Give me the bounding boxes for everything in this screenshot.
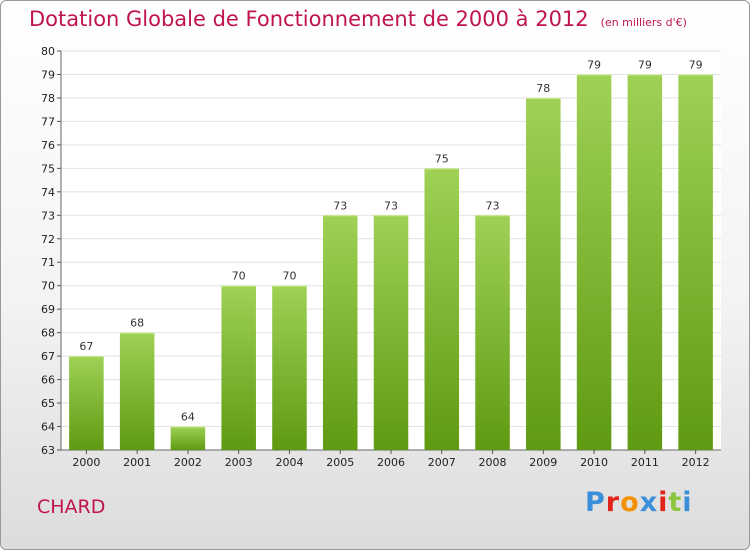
y-tick-label: 74: [41, 186, 55, 199]
bar: [221, 285, 256, 450]
y-tick-label: 66: [41, 374, 55, 387]
data-label: 79: [638, 58, 652, 71]
data-label: 67: [79, 340, 93, 353]
y-tick-label: 65: [41, 397, 55, 410]
place-name: CHARD: [37, 496, 106, 518]
x-tick-label: 2002: [174, 456, 202, 469]
bar: [69, 356, 104, 450]
x-tick-label: 2011: [631, 456, 659, 469]
y-tick-label: 79: [41, 68, 55, 81]
proxiti-logo: Proxiti: [585, 487, 693, 518]
bar: [373, 215, 409, 450]
y-tick-label: 67: [41, 350, 55, 363]
bar: [119, 332, 155, 450]
y-tick-label: 75: [41, 162, 55, 175]
data-label: 64: [181, 411, 195, 424]
x-tick-label: 2007: [428, 456, 456, 469]
x-tick-label: 2012: [682, 456, 710, 469]
logo-letter: t: [668, 487, 683, 518]
data-label: 70: [232, 270, 246, 283]
logo-letter: x: [639, 487, 659, 518]
bar: [526, 97, 561, 451]
data-label: 73: [384, 199, 398, 212]
data-label: 73: [486, 199, 500, 212]
y-tick-label: 72: [41, 233, 55, 246]
data-label: 68: [130, 317, 144, 330]
data-label: 79: [587, 58, 601, 71]
logo-letter: o: [620, 487, 640, 518]
x-tick-label: 2003: [225, 456, 253, 469]
x-tick-label: 2001: [123, 456, 151, 469]
x-tick-label: 2000: [72, 456, 100, 469]
chart-title: Dotation Globale de Fonctionnement de 20…: [29, 7, 687, 31]
data-label: 73: [333, 199, 347, 212]
x-tick-label: 2006: [377, 456, 405, 469]
x-tick-label: 2008: [479, 456, 507, 469]
y-tick-label: 77: [41, 115, 55, 128]
x-tick-label: 2004: [275, 456, 303, 469]
x-tick-label: 2009: [529, 456, 557, 469]
logo-letter: i: [658, 487, 669, 518]
y-tick-label: 69: [41, 303, 55, 316]
y-tick-label: 64: [41, 421, 55, 434]
bar: [576, 74, 612, 451]
bar: [322, 215, 358, 450]
bar: [272, 285, 307, 450]
x-tick-label: 2010: [580, 456, 608, 469]
y-tick-label: 68: [41, 327, 55, 340]
logo-letter: r: [605, 487, 621, 518]
y-tick-label: 78: [41, 92, 55, 105]
y-tick-label: 80: [41, 45, 55, 58]
data-label: 78: [536, 82, 550, 95]
data-label: 79: [689, 58, 703, 71]
y-tick-label: 71: [41, 256, 55, 269]
y-tick-label: 76: [41, 139, 55, 152]
data-label: 75: [435, 152, 449, 165]
bar: [424, 168, 460, 450]
bar: [475, 215, 510, 450]
x-tick-label: 2005: [326, 456, 354, 469]
y-tick-label: 63: [41, 444, 55, 457]
bar: [170, 426, 206, 450]
logo-letter: P: [585, 487, 606, 518]
bar: [627, 74, 663, 451]
y-tick-label: 73: [41, 209, 55, 222]
bar: [678, 74, 713, 451]
y-tick-label: 70: [41, 280, 55, 293]
chart-subtitle: (en milliers d'€): [600, 16, 687, 29]
chart-title-text: Dotation Globale de Fonctionnement de 20…: [29, 7, 589, 31]
logo-letter: i: [682, 487, 693, 518]
data-label: 70: [282, 270, 296, 283]
